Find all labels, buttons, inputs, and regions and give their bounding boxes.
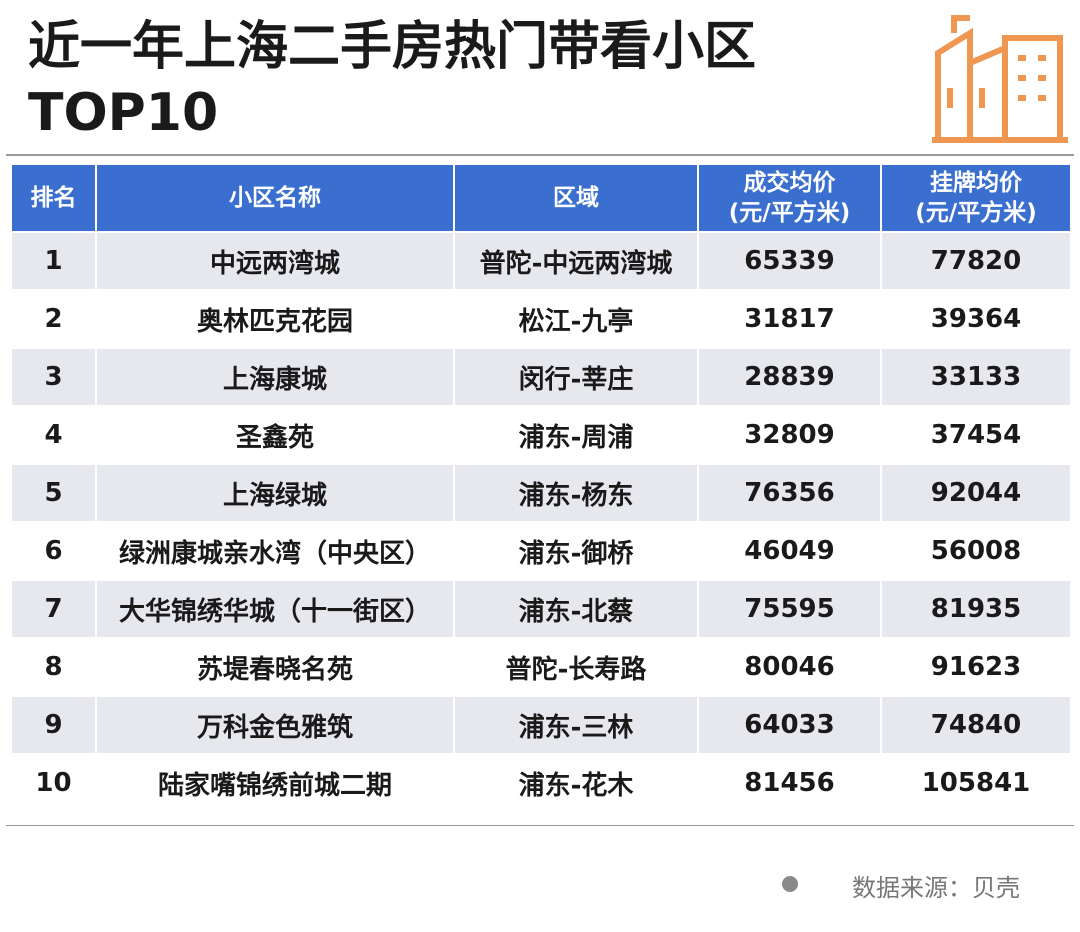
bullet	[782, 876, 798, 892]
building-icon	[932, 15, 1068, 143]
table-cell: 39364	[930, 304, 1022, 334]
table-cell: 33133	[882, 349, 1070, 405]
table-cell: 6	[44, 536, 63, 566]
table-cell: 91623	[930, 652, 1022, 682]
table-row: 5 上海绿城 浦东-杨东 76356 92044	[12, 465, 1070, 521]
table-row: 2 奥林匹克花园 松江-九亭 31817 39364	[12, 291, 1070, 347]
table-cell: 上海康城	[97, 349, 453, 405]
divider	[6, 154, 1074, 156]
table-cell: 37454	[930, 420, 1022, 450]
table-cell: 浦东-花木	[518, 770, 634, 801]
table-cell: 松江-九亭	[518, 306, 634, 337]
table-cell: 28839	[699, 349, 880, 405]
table-cell: 10	[35, 768, 72, 798]
table-cell: 8	[44, 652, 63, 682]
table-cell: 3	[12, 349, 95, 405]
table-row: 8 苏堤春晓名苑 普陀-长寿路 80046 91623	[12, 639, 1070, 695]
table: 排名 小区名称 区域 成交均价 (元/平方米) 挂牌均价 (元/平方米) 1 中远两湾城普…	[10, 163, 1072, 813]
column-header: 挂牌均价 (元/平方米)	[882, 165, 1070, 231]
table-cell: 9	[12, 697, 95, 753]
table-cell: 1	[12, 233, 95, 289]
table-cell: 80046	[744, 652, 835, 682]
table-cell: 中远两湾城	[97, 233, 453, 289]
table-row: 1 中远两湾城 普陀-中远两湾城 65339 77820	[12, 233, 1070, 289]
table-row: 7 大华锦绣华城（十一街区） 浦东-北蔡 75595 81935	[12, 581, 1070, 637]
table-cell: 32809	[744, 420, 835, 450]
table-cell: 浦东-周浦	[518, 422, 634, 453]
title-line: 近一年上海二手房热门带看小区	[28, 17, 757, 77]
table-cell: 普陀-中远两湾城	[455, 233, 697, 289]
table-cell: 普陀-长寿路	[505, 654, 647, 685]
table-row: 3 上海康城 闵行-莘庄 28839 33133	[12, 349, 1070, 405]
table-cell: 2	[44, 304, 63, 334]
table-cell: 浦东-杨东	[455, 465, 697, 521]
table-cell: 上海绿城	[97, 465, 453, 521]
table-cell: 大华锦绣华城（十一街区）	[97, 581, 453, 637]
table-cell: 31817	[744, 304, 835, 334]
table-cell: 奥林匹克花园	[196, 306, 353, 337]
column-header: 区域	[455, 165, 697, 231]
table-cell: 5	[12, 465, 95, 521]
table-cell: 65339	[699, 233, 880, 289]
table-cell: 76356	[699, 465, 880, 521]
table-cell: 浦东-御桥	[518, 538, 634, 569]
table-cell: 74840	[882, 697, 1070, 753]
table-cell: 105841	[921, 768, 1031, 798]
column-header: 排名	[12, 165, 95, 231]
table-cell: 64033	[699, 697, 880, 753]
column-header: 小区名称	[97, 165, 453, 231]
table-cell: 56008	[930, 536, 1022, 566]
table-cell: 浦东-三林	[455, 697, 697, 753]
table-cell: 苏堤春晓名苑	[196, 654, 353, 685]
table-row: 10 陆家嘴锦绣前城二期 浦东-花木 81456 105841	[12, 755, 1070, 811]
table-cell: 浦东-北蔡	[455, 581, 697, 637]
table-cell: 75595	[699, 581, 880, 637]
source: 数据来源：贝壳	[852, 874, 1020, 902]
table-cell: 81456	[744, 768, 835, 798]
table-cell: 46049	[744, 536, 835, 566]
table-cell: 闵行-莘庄	[455, 349, 697, 405]
table-row: 9 万科金色雅筑 浦东-三林 64033 74840	[12, 697, 1070, 753]
table-cell: 陆家嘴锦绣前城二期	[157, 770, 392, 801]
table-row: 4 圣鑫苑 浦东-周浦 32809 37454	[12, 407, 1070, 463]
table-cell: 万科金色雅筑	[97, 697, 453, 753]
table-cell: 4	[44, 420, 63, 450]
table-cell: 77820	[882, 233, 1070, 289]
column-header: 成交均价 (元/平方米)	[699, 165, 880, 231]
table-cell: 绿洲康城亲水湾（中央区）	[118, 538, 431, 569]
table-row: 6 绿洲康城亲水湾（中央区） 浦东-御桥 46049 56008	[12, 523, 1070, 579]
header-row: 排名 小区名称 区域 成交均价 (元/平方米) 挂牌均价 (元/平方米)	[12, 165, 1070, 231]
table-cell: 7	[12, 581, 95, 637]
title: 近一年上海二手房热门带看小区 TOP10	[28, 14, 756, 146]
table-cell: 81935	[882, 581, 1070, 637]
divider	[6, 825, 1074, 826]
title-line: TOP10	[28, 83, 219, 143]
table-cell: 92044	[882, 465, 1070, 521]
table-cell: 圣鑫苑	[235, 422, 314, 453]
